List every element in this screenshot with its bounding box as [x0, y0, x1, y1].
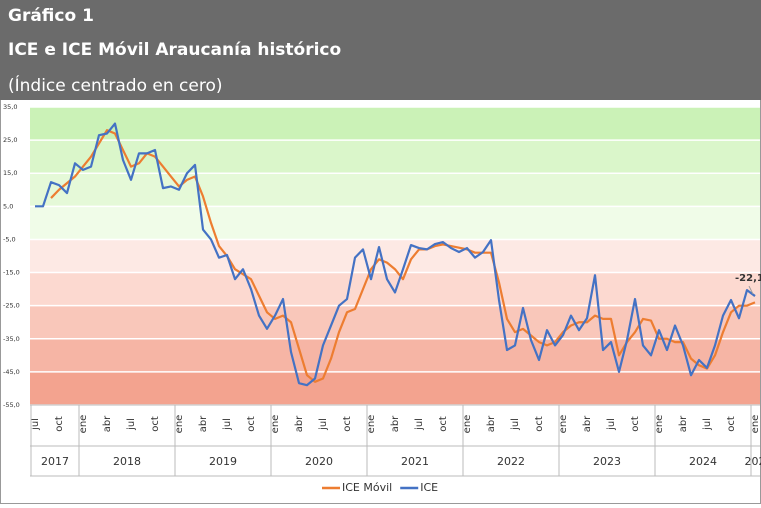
x-tick-label: abr — [102, 415, 113, 432]
x-tick-label: oct — [438, 416, 449, 432]
chart-title: Gráfico 1 — [8, 6, 94, 26]
x-tick-label: ene — [750, 415, 761, 434]
x-tick-label: abr — [582, 415, 593, 432]
x-tick-label: ene — [462, 415, 473, 434]
x-tick-label: jul — [606, 418, 617, 431]
band — [30, 107, 760, 140]
chart-subtitle: ICE e ICE Móvil Araucanía histórico — [8, 40, 341, 60]
y-tick-label: 25,0 — [3, 136, 17, 144]
band — [30, 372, 760, 405]
y-tick-label: -25,0 — [3, 302, 20, 310]
x-tick-label: ene — [366, 415, 377, 434]
x-tick-label: jul — [222, 418, 233, 431]
x-tick-label: oct — [150, 416, 161, 432]
x-tick-label: jul — [318, 418, 329, 431]
band — [30, 239, 760, 272]
year-label: 202 — [745, 455, 761, 468]
x-tick-label: abr — [390, 415, 401, 432]
year-label: 2019 — [209, 455, 237, 468]
year-label: 2017 — [41, 455, 69, 468]
x-tick-label: oct — [534, 416, 545, 432]
x-tick-label: jul — [414, 418, 425, 431]
band — [30, 173, 760, 206]
x-tick-label: ene — [174, 415, 185, 434]
y-tick-label: -15,0 — [3, 269, 20, 277]
band — [30, 140, 760, 173]
x-tick-label: abr — [486, 415, 497, 432]
x-tick-label: abr — [198, 415, 209, 432]
x-tick-label: ene — [270, 415, 281, 434]
x-tick-label: oct — [726, 416, 737, 432]
x-tick-label: oct — [54, 416, 65, 432]
y-tick-label: -55,0 — [3, 401, 20, 409]
y-tick-label: -45,0 — [3, 368, 20, 376]
band — [30, 306, 760, 339]
x-tick-label: ene — [654, 415, 665, 434]
year-label: 2021 — [401, 455, 429, 468]
y-tick-label: -35,0 — [3, 335, 20, 343]
x-tick-label: ene — [78, 415, 89, 434]
x-tick-label: jul — [702, 418, 713, 431]
data-label: -22,1 — [735, 273, 761, 284]
y-tick-label: 15,0 — [3, 169, 17, 177]
year-label: 2020 — [305, 455, 333, 468]
year-label: 2018 — [113, 455, 141, 468]
x-tick-label: oct — [342, 416, 353, 432]
year-label: 2023 — [593, 455, 621, 468]
y-tick-label: -5,0 — [3, 235, 16, 243]
year-label: 2022 — [497, 455, 525, 468]
x-tick-label: abr — [294, 415, 305, 432]
x-tick-label: jul — [30, 418, 41, 431]
band — [30, 206, 760, 239]
year-label: 2024 — [689, 455, 717, 468]
x-tick-label: oct — [246, 416, 257, 432]
x-tick-label: abr — [678, 415, 689, 432]
x-tick-label: oct — [630, 416, 641, 432]
y-tick-label: 5,0 — [3, 202, 13, 210]
legend-label: ICE — [420, 481, 438, 494]
x-tick-label: ene — [558, 415, 569, 434]
legend-label: ICE Móvil — [342, 481, 392, 494]
x-tick-label: jul — [126, 418, 137, 431]
chart-note: (Índice centrado en cero) — [8, 74, 222, 96]
y-tick-label: 35,0 — [3, 103, 17, 111]
x-tick-label: jul — [510, 418, 521, 431]
